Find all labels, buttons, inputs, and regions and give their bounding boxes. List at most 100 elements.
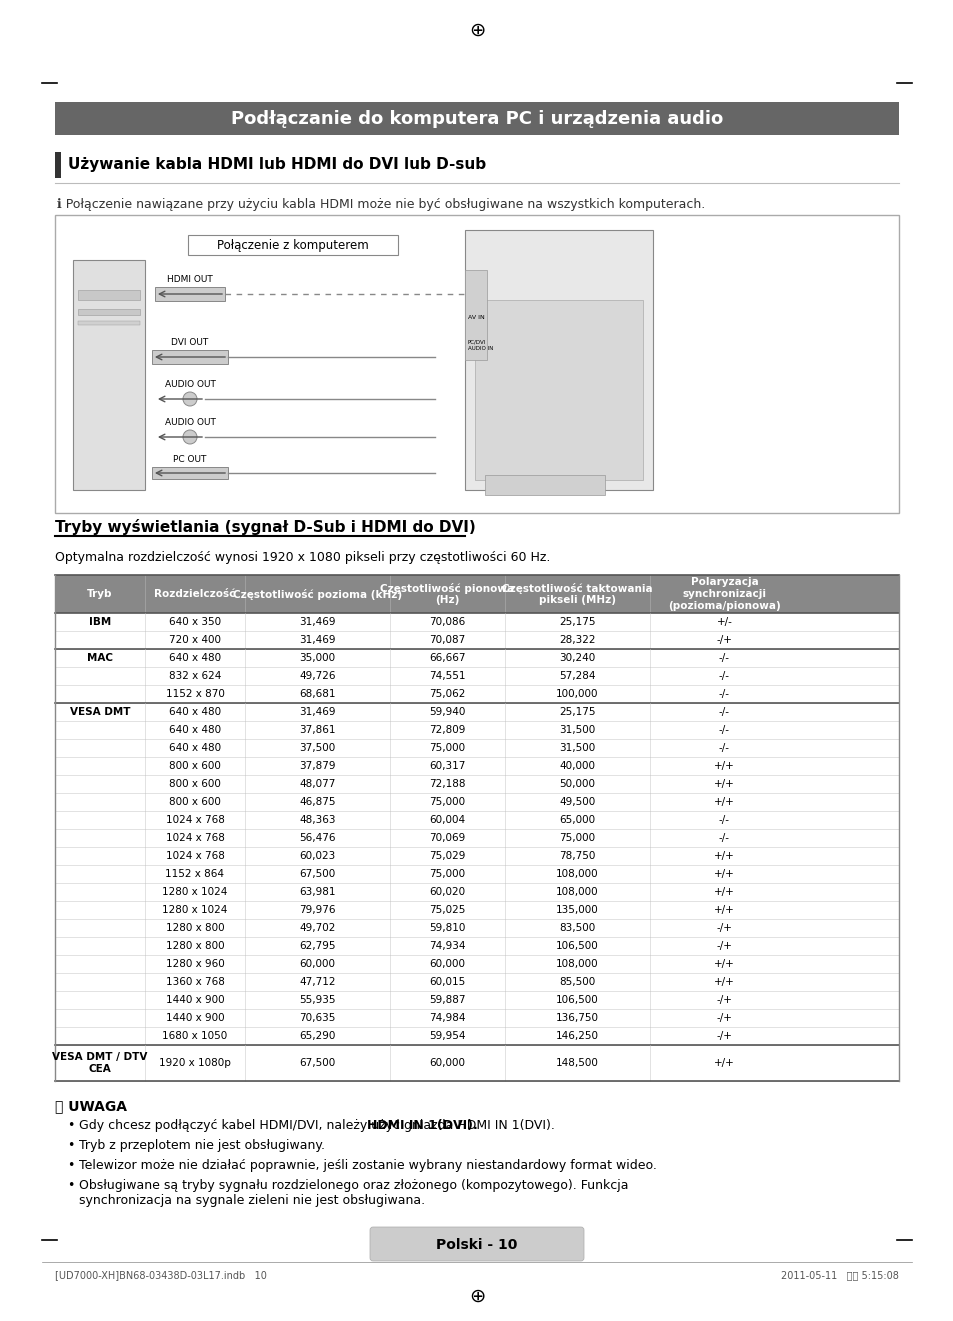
Text: 1280 x 1024: 1280 x 1024 [162, 886, 228, 897]
Text: 49,500: 49,500 [558, 797, 595, 807]
Text: 640 x 480: 640 x 480 [169, 653, 221, 663]
Text: 800 x 600: 800 x 600 [169, 797, 221, 807]
Bar [78, 321, 140, 325]
Text: 40,000: 40,000 [558, 761, 595, 771]
Text: -/-: -/- [719, 725, 729, 734]
Bar [55, 937, 898, 955]
Text: 59,954: 59,954 [429, 1030, 465, 1041]
Text: 640 x 480: 640 x 480 [169, 742, 221, 753]
Text: -/+: -/+ [716, 995, 732, 1005]
Text: 75,000: 75,000 [429, 869, 465, 878]
Text: +/+: +/+ [714, 761, 734, 771]
Text: 148,500: 148,500 [556, 1058, 598, 1067]
Text: -/-: -/- [719, 834, 729, 843]
Text: 108,000: 108,000 [556, 886, 598, 897]
Text: 31,500: 31,500 [558, 725, 595, 734]
Text: 31,500: 31,500 [558, 742, 595, 753]
Text: -/+: -/+ [716, 941, 732, 951]
Text: •: • [67, 1159, 74, 1172]
Text: 37,861: 37,861 [299, 725, 335, 734]
Text: 30,240: 30,240 [558, 653, 595, 663]
Bar [55, 919, 898, 937]
Text: 640 x 350: 640 x 350 [169, 617, 221, 627]
Text: +/-: +/- [716, 617, 732, 627]
Text: -/-: -/- [719, 742, 729, 753]
Text: 31,469: 31,469 [299, 707, 335, 717]
Text: Telewizor może nie działać poprawnie, jeśli zostanie wybrany niestandardowy form: Telewizor może nie działać poprawnie, je… [79, 1159, 657, 1172]
Text: 720 x 400: 720 x 400 [169, 635, 221, 645]
Text: +/+: +/+ [714, 797, 734, 807]
Text: AUDIO OUT: AUDIO OUT [164, 417, 215, 427]
Text: 800 x 600: 800 x 600 [169, 761, 221, 771]
Text: 48,363: 48,363 [299, 815, 335, 826]
Text: -/+: -/+ [716, 1013, 732, 1022]
Text: -/+: -/+ [716, 635, 732, 645]
Text: Obsługiwane są tryby sygnału rozdzielonego oraz złożonego (kompozytowego). Funkc: Obsługiwane są tryby sygnału rozdzielone… [79, 1180, 628, 1207]
Bar [154, 287, 225, 301]
Text: 60,023: 60,023 [299, 851, 335, 861]
Text: DVI OUT: DVI OUT [172, 338, 209, 347]
Text: 108,000: 108,000 [556, 869, 598, 878]
Text: 59,940: 59,940 [429, 707, 465, 717]
Bar [55, 215, 898, 513]
Bar [464, 269, 486, 361]
Text: Tryb z przeplotem nie jest obsługiwany.: Tryb z przeplotem nie jest obsługiwany. [79, 1139, 325, 1152]
Bar [55, 1026, 898, 1045]
Text: 75,000: 75,000 [429, 797, 465, 807]
Text: +/+: +/+ [714, 851, 734, 861]
Bar [55, 991, 898, 1009]
Text: 1024 x 768: 1024 x 768 [166, 851, 224, 861]
Text: Polaryzacja
synchronizacji
(pozioma/pionowa): Polaryzacja synchronizacji (pozioma/pion… [667, 577, 781, 610]
Bar [55, 649, 898, 667]
Text: 1280 x 1024: 1280 x 1024 [162, 905, 228, 915]
Bar [55, 102, 898, 135]
Text: 56,476: 56,476 [299, 834, 335, 843]
Text: 1440 x 900: 1440 x 900 [166, 1013, 224, 1022]
Text: 72,809: 72,809 [429, 725, 465, 734]
Text: 65,290: 65,290 [299, 1030, 335, 1041]
Text: 640 x 480: 640 x 480 [169, 725, 221, 734]
Text: -/+: -/+ [716, 923, 732, 933]
Text: Polski - 10: Polski - 10 [436, 1238, 517, 1252]
Text: Optymalna rozdzielczość wynosi 1920 x 1080 pikseli przy częstotliwości 60 Hz.: Optymalna rozdzielczość wynosi 1920 x 10… [55, 551, 550, 564]
Bar [55, 757, 898, 775]
Text: 25,175: 25,175 [558, 617, 595, 627]
Bar [55, 667, 898, 686]
Text: PC OUT: PC OUT [173, 454, 207, 464]
Text: 75,025: 75,025 [429, 905, 465, 915]
Bar [73, 260, 145, 490]
Text: 55,935: 55,935 [299, 995, 335, 1005]
Text: 108,000: 108,000 [556, 959, 598, 970]
Text: -/-: -/- [719, 815, 729, 826]
Text: -/-: -/- [719, 707, 729, 717]
Text: -/+: -/+ [716, 1030, 732, 1041]
Text: 35,000: 35,000 [299, 653, 335, 663]
Text: 1280 x 960: 1280 x 960 [166, 959, 224, 970]
Bar [55, 793, 898, 811]
Text: 57,284: 57,284 [558, 671, 595, 682]
Text: 25,175: 25,175 [558, 707, 595, 717]
Text: VESA DMT: VESA DMT [70, 707, 131, 717]
Text: 46,875: 46,875 [299, 797, 335, 807]
FancyBboxPatch shape [370, 1227, 583, 1262]
Bar [55, 721, 898, 738]
Text: 1920 x 1080p: 1920 x 1080p [159, 1058, 231, 1067]
Text: •: • [67, 1139, 74, 1152]
Text: +/+: +/+ [714, 978, 734, 987]
Text: 70,069: 70,069 [429, 834, 465, 843]
Text: 1360 x 768: 1360 x 768 [166, 978, 224, 987]
Bar [55, 738, 898, 757]
Bar [55, 955, 898, 974]
Text: 1152 x 870: 1152 x 870 [166, 690, 224, 699]
Text: 37,500: 37,500 [299, 742, 335, 753]
Text: 59,810: 59,810 [429, 923, 465, 933]
Bar [188, 235, 397, 255]
Text: +/+: +/+ [714, 886, 734, 897]
Text: 78,750: 78,750 [558, 851, 595, 861]
Bar [475, 300, 642, 480]
Text: 59,887: 59,887 [429, 995, 465, 1005]
Text: 79,976: 79,976 [299, 905, 335, 915]
Text: 146,250: 146,250 [556, 1030, 598, 1041]
Text: 106,500: 106,500 [556, 995, 598, 1005]
Bar [55, 631, 898, 649]
